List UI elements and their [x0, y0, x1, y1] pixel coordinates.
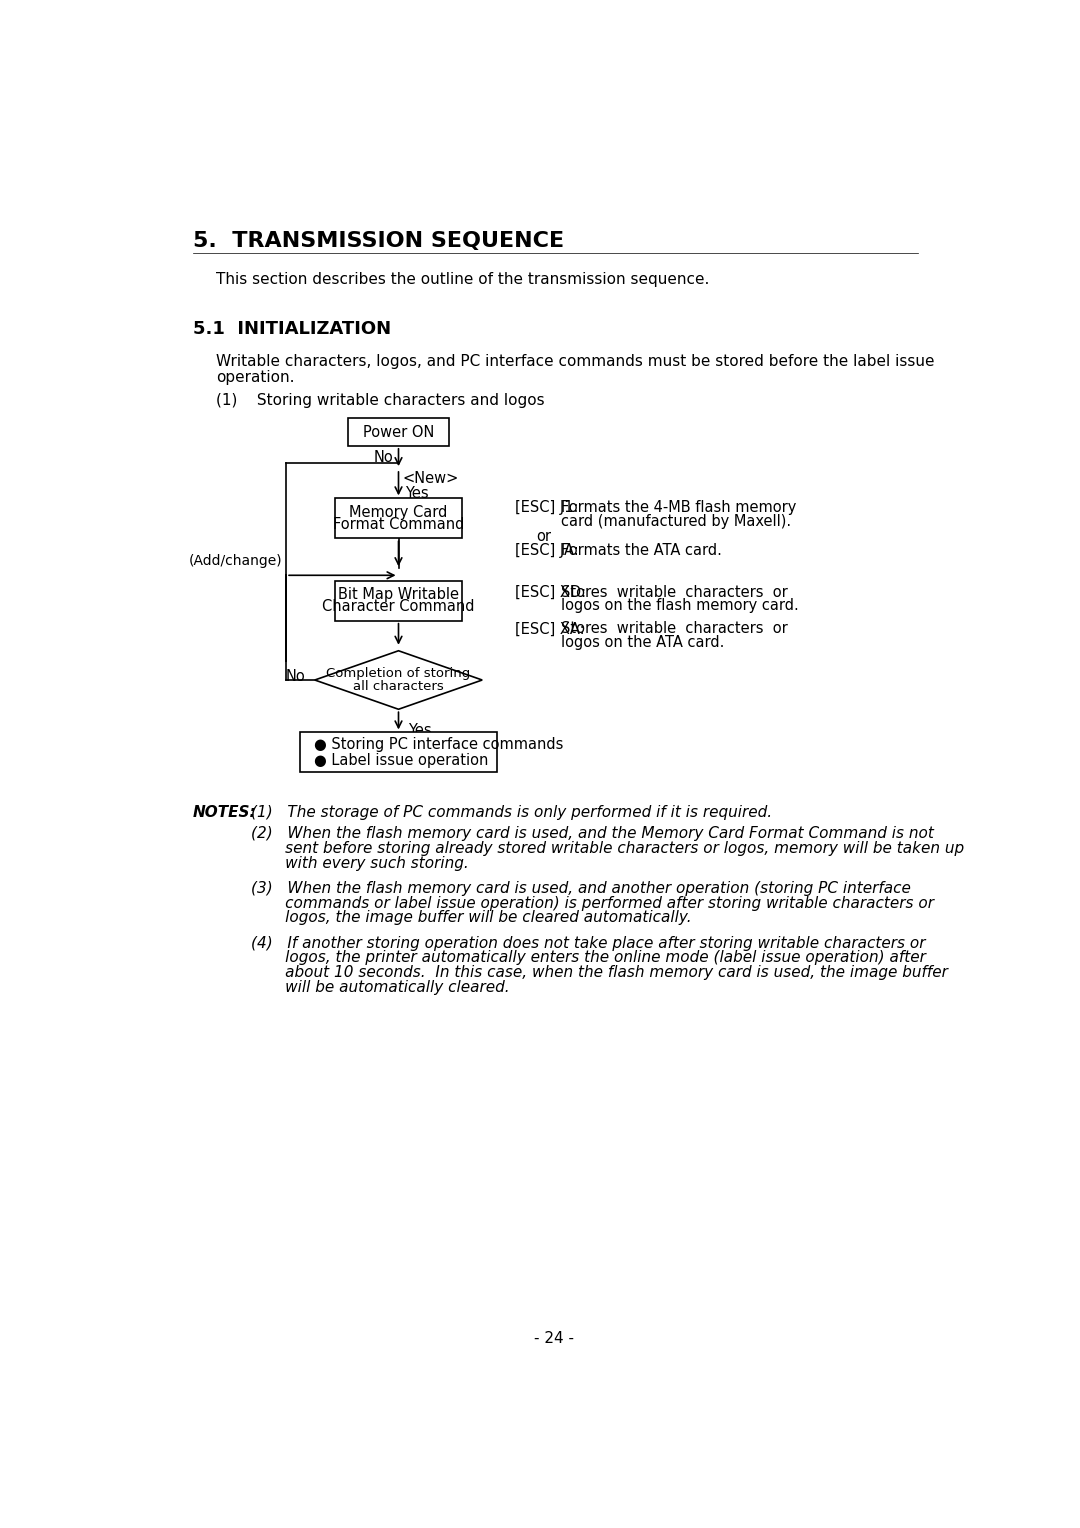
Text: Yes: Yes	[405, 486, 429, 501]
Text: Format Command: Format Command	[333, 516, 464, 532]
Text: [ESC] XA:: [ESC] XA:	[515, 622, 584, 637]
Text: Writable characters, logos, and PC interface commands must be stored before the : Writable characters, logos, and PC inter…	[216, 354, 935, 370]
Text: 5.1  INITIALIZATION: 5.1 INITIALIZATION	[193, 321, 391, 338]
Text: NOTES:: NOTES:	[193, 805, 257, 819]
Bar	[348, 419, 449, 446]
Text: (1)   The storage of PC commands is only performed if it is required.: (1) The storage of PC commands is only p…	[252, 805, 772, 819]
Polygon shape	[314, 651, 482, 709]
Text: Stores  writable  characters  or: Stores writable characters or	[562, 622, 788, 637]
Text: will be automatically cleared.: will be automatically cleared.	[252, 979, 510, 995]
Text: Yes: Yes	[408, 723, 431, 738]
Text: No: No	[286, 669, 306, 683]
Text: (Add/change): (Add/change)	[189, 553, 282, 568]
Text: about 10 seconds.  In this case, when the flash memory card is used, the image b: about 10 seconds. In this case, when the…	[252, 964, 948, 979]
Text: all characters: all characters	[353, 680, 444, 694]
Text: logos on the ATA card.: logos on the ATA card.	[562, 636, 725, 651]
Text: (3)   When the flash memory card is used, and another operation (storing PC inte: (3) When the flash memory card is used, …	[252, 882, 912, 895]
Text: No: No	[374, 449, 393, 465]
Text: (2)   When the flash memory card is used, and the Memory Card Format Command is : (2) When the flash memory card is used, …	[252, 827, 934, 842]
Text: 5.  TRANSMISSION SEQUENCE: 5. TRANSMISSION SEQUENCE	[193, 231, 564, 251]
Text: operation.: operation.	[216, 370, 295, 385]
Bar	[335, 581, 462, 620]
Text: <New>: <New>	[403, 471, 459, 486]
Text: This section describes the outline of the transmission sequence.: This section describes the outline of th…	[216, 272, 710, 287]
Text: Character Command: Character Command	[322, 599, 475, 614]
Bar	[335, 498, 462, 538]
Bar	[299, 732, 497, 773]
Text: Power ON: Power ON	[363, 425, 434, 440]
Text: commands or label issue operation) is performed after storing writable character: commands or label issue operation) is pe…	[252, 895, 934, 911]
Text: logos, the printer automatically enters the online mode (label issue operation) : logos, the printer automatically enters …	[252, 950, 927, 966]
Text: sent before storing already stored writable characters or logos, memory will be : sent before storing already stored writa…	[252, 840, 964, 856]
Text: [ESC] XD:: [ESC] XD:	[515, 585, 585, 599]
Text: Memory Card: Memory Card	[349, 504, 448, 520]
Text: [ESC] JA:: [ESC] JA:	[515, 542, 579, 558]
Text: Completion of storing: Completion of storing	[326, 666, 471, 680]
Text: ● Storing PC interface commands: ● Storing PC interface commands	[313, 736, 563, 752]
Text: Formats the ATA card.: Formats the ATA card.	[562, 542, 723, 558]
Text: card (manufactured by Maxell).: card (manufactured by Maxell).	[562, 513, 792, 529]
Text: or: or	[537, 529, 552, 544]
Text: Stores  writable  characters  or: Stores writable characters or	[562, 585, 788, 599]
Text: (4)   If another storing operation does not take place after storing writable ch: (4) If another storing operation does no…	[252, 935, 926, 950]
Text: logos, the image buffer will be cleared automatically.: logos, the image buffer will be cleared …	[252, 911, 692, 926]
Text: Formats the 4-MB flash memory: Formats the 4-MB flash memory	[562, 500, 797, 515]
Text: Bit Map Writable: Bit Map Writable	[338, 587, 459, 602]
Text: - 24 -: - 24 -	[534, 1331, 573, 1346]
Text: logos on the flash memory card.: logos on the flash memory card.	[562, 599, 799, 613]
Text: ● Label issue operation: ● Label issue operation	[313, 753, 488, 767]
Text: [ESC] J1:: [ESC] J1:	[515, 500, 578, 515]
Text: (1)    Storing writable characters and logos: (1) Storing writable characters and logo…	[216, 393, 545, 408]
Text: with every such storing.: with every such storing.	[252, 856, 469, 871]
